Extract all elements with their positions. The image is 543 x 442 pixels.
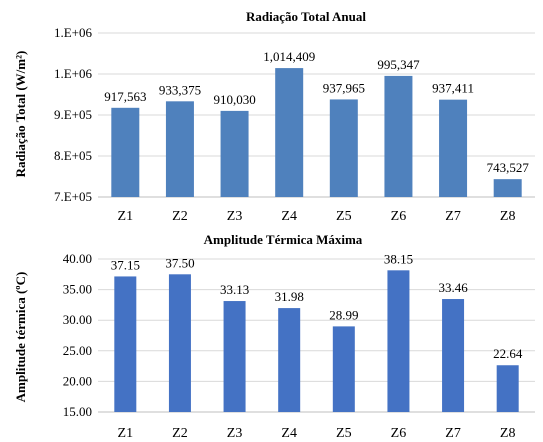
bar-z5 xyxy=(332,326,355,412)
y-tick-label: 8.E+05 xyxy=(54,148,92,163)
x-tick-label-z5: Z5 xyxy=(336,426,352,441)
y-tick-label: 7.E+05 xyxy=(54,189,92,204)
data-label-z3: 33.13 xyxy=(220,282,249,297)
data-label-z8: 743,527 xyxy=(487,160,530,175)
data-label-z1: 917,563 xyxy=(104,89,146,104)
data-label-z4: 1,014,409 xyxy=(263,49,315,64)
bar-z4 xyxy=(278,308,301,412)
y-tick-label: 25.00 xyxy=(63,343,92,358)
x-tick-label-z2: Z2 xyxy=(172,209,188,224)
x-tick-label-z3: Z3 xyxy=(227,426,243,441)
x-tick-label-z8: Z8 xyxy=(500,209,516,224)
bar-z1 xyxy=(114,276,137,412)
y-tick-label: 30.00 xyxy=(63,312,92,327)
chart-title-amplitude: Amplitude Térmica Máxima xyxy=(204,232,363,247)
data-label-z7: 937,411 xyxy=(432,81,474,96)
y-axis-label-radiacao: Radiação Total (W/m²) xyxy=(13,51,28,178)
bar-z2 xyxy=(165,101,194,197)
y-tick-label: 35.00 xyxy=(63,282,92,297)
chart-radiacao: Radiação Total Anual Radiação Total (W/m… xyxy=(13,9,535,224)
y-tick-label: 20.00 xyxy=(63,373,92,388)
data-label-z4: 31.98 xyxy=(275,289,304,304)
x-tick-label-z6: Z6 xyxy=(391,426,407,441)
chart-title-radiacao: Radiação Total Anual xyxy=(246,9,366,24)
bar-z4 xyxy=(275,68,304,197)
y-axis-label-amplitude: Amplitude térmica (ºC) xyxy=(13,272,28,403)
bar-z6 xyxy=(384,75,413,197)
y-tick-label: 1.E+06 xyxy=(54,66,93,81)
y-tick-label: 1.E+06 xyxy=(54,25,93,40)
x-tick-label-z1: Z1 xyxy=(118,209,134,224)
data-label-z2: 933,375 xyxy=(159,82,201,97)
x-tick-label-z7: Z7 xyxy=(445,426,461,441)
data-label-z8: 22.64 xyxy=(493,346,523,361)
data-label-z5: 28.99 xyxy=(329,307,358,322)
bar-z3 xyxy=(223,301,246,412)
x-tick-label-z8: Z8 xyxy=(500,426,516,441)
bar-z8 xyxy=(496,365,519,412)
data-label-z3: 910,030 xyxy=(213,92,255,107)
x-tick-label-z2: Z2 xyxy=(172,426,188,441)
data-label-z6: 38.15 xyxy=(384,251,413,266)
data-label-z1: 37.15 xyxy=(111,257,140,272)
data-label-z2: 37.50 xyxy=(165,255,194,270)
bar-z7 xyxy=(442,299,465,412)
x-tick-label-z1: Z1 xyxy=(118,426,134,441)
chart-amplitude: Amplitude Térmica Máxima Amplitude térmi… xyxy=(13,232,535,441)
x-tick-label-z4: Z4 xyxy=(281,209,297,224)
bar-z2 xyxy=(168,274,191,412)
bar-z7 xyxy=(439,99,468,197)
y-tick-label: 40.00 xyxy=(63,251,92,266)
x-tick-label-z3: Z3 xyxy=(227,209,243,224)
bar-z8 xyxy=(493,179,522,197)
x-tick-label-z4: Z4 xyxy=(281,426,297,441)
data-label-z5: 937,965 xyxy=(323,80,365,95)
x-tick-label-z5: Z5 xyxy=(336,209,352,224)
y-tick-label: 15.00 xyxy=(63,404,92,419)
y-tick-label: 9.E+05 xyxy=(54,107,92,122)
x-tick-label-z6: Z6 xyxy=(391,209,407,224)
data-label-z6: 995,347 xyxy=(377,57,420,72)
bar-z6 xyxy=(387,270,410,412)
data-label-z7: 33.46 xyxy=(438,280,468,295)
bar-z1 xyxy=(111,107,140,197)
x-tick-label-z7: Z7 xyxy=(445,209,461,224)
bar-z5 xyxy=(329,99,358,197)
bar-z3 xyxy=(220,110,249,197)
